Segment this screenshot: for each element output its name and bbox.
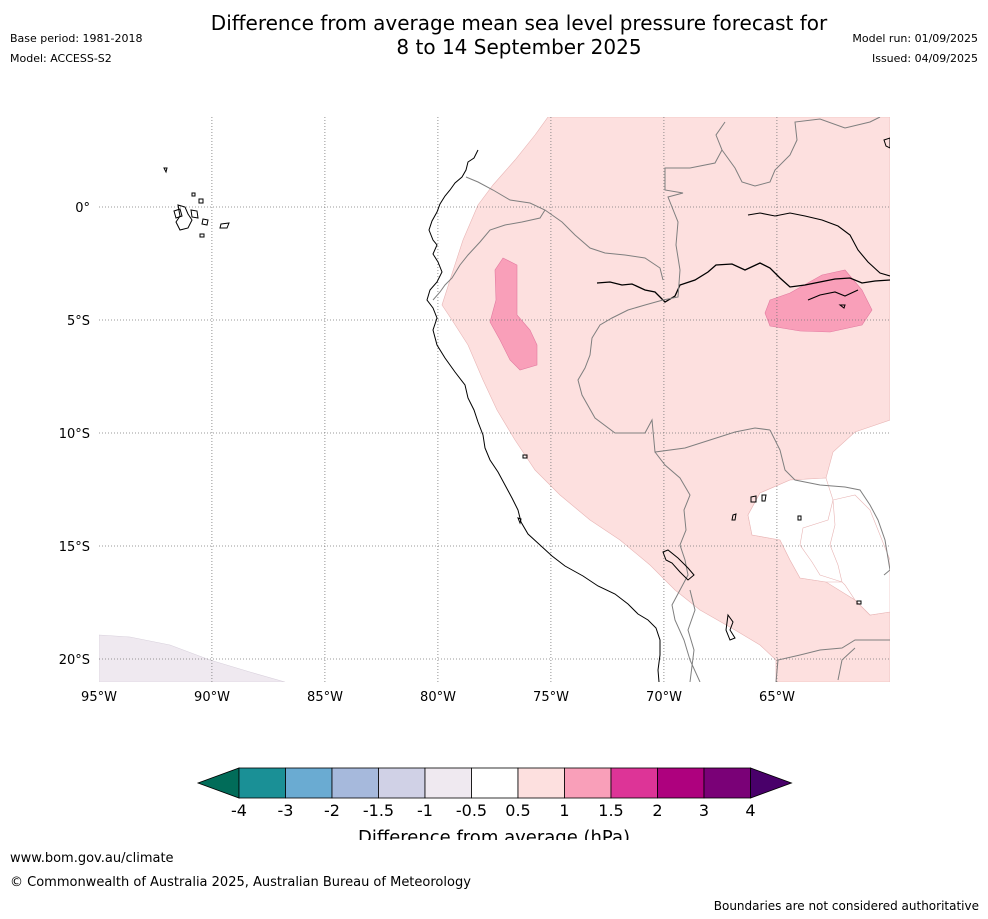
lon-label-70w: 70°W [646, 690, 682, 705]
galapagos-islands [163, 167, 230, 238]
colorbar-swatch [471, 767, 519, 799]
base-period: Base period: 1981-2018 [10, 32, 143, 45]
lat-label-20s: 20°S [59, 653, 90, 668]
lon-label-80w: 80°W [420, 690, 456, 705]
colorbar-swatch [703, 767, 751, 799]
header-left: Base period: 1981-2018 Model: ACCESS-S2 [10, 29, 142, 69]
lat-label-15s: 15°S [59, 540, 90, 555]
border-colombia-brazil [662, 121, 726, 301]
pressure-anomaly-region-pink-west [489, 257, 538, 371]
border-bolivia-paraguay [775, 639, 890, 682]
footer-copyright: © Commonwealth of Australia 2025, Austra… [10, 875, 471, 890]
longitude-labels: 95°W 90°W 85°W 80°W 75°W 70°W 65°W [81, 690, 795, 705]
colorbar-swatch [285, 767, 333, 799]
small-water-bodies [517, 137, 890, 641]
south-america-coastline [426, 149, 661, 682]
river-eastern [807, 289, 859, 301]
colorbar-swatch [657, 767, 705, 799]
lon-label-95w: 95°W [81, 690, 117, 705]
lon-label-90w: 90°W [194, 690, 230, 705]
colorbar-tick-label: 1.5 [598, 801, 623, 820]
border-bolivia-brazil [769, 429, 890, 576]
colorbar-tick-label: 2 [652, 801, 662, 820]
colorbar-tick-label: 0.5 [505, 801, 530, 820]
map-figure: 95°W 90°W 85°W 80°W 75°W 70°W 65°W 0° 5°… [59, 117, 890, 840]
lon-label-65w: 65°W [759, 690, 795, 705]
pressure-anomaly-region-light-purple [99, 634, 286, 682]
border-venezuela [721, 117, 881, 187]
colorbar-tick-label: -3 [278, 801, 294, 820]
title-line-2: 8 to 14 September 2025 [396, 35, 642, 59]
colorbar-tick-label: -1.5 [363, 801, 394, 820]
lon-label-75w: 75°W [533, 690, 569, 705]
pressure-anomaly-region-pink-east [764, 269, 873, 333]
colorbar-swatch [331, 767, 379, 799]
map-title: Difference from average mean sea level p… [0, 11, 988, 59]
colorbar-swatch [517, 767, 565, 799]
colorbar-tick-label: 1 [559, 801, 569, 820]
river-northern [747, 212, 890, 277]
map-gridlines [99, 117, 890, 682]
country-borders [432, 117, 890, 682]
colorbar-swatch [610, 767, 658, 799]
near-zero-region-altiplano [747, 477, 843, 583]
near-zero-region-east [829, 494, 890, 616]
lat-label-5s: 5°S [67, 314, 90, 329]
colorbar-swatch [238, 767, 286, 799]
colorbar-tick-label: 4 [745, 801, 755, 820]
border-chile-bolivia [687, 589, 696, 682]
latitude-labels: 0° 5°S 10°S 15°S 20°S [59, 201, 90, 668]
colorbar-swatches [196, 767, 793, 799]
colorbar-tick-label: -4 [231, 801, 247, 820]
footer-url: www.bom.gov.au/climate [10, 851, 174, 866]
amazon-river [596, 262, 890, 303]
colorbar-extend-low [196, 767, 240, 799]
colorbar-swatch [424, 767, 472, 799]
colorbar-swatch [564, 767, 612, 799]
model-name: Model: ACCESS-S2 [10, 52, 112, 65]
header-right: Model run: 01/09/2025 Issued: 04/09/2025 [852, 29, 978, 69]
lat-label-0: 0° [75, 201, 90, 216]
colorbar-tick-label: -2 [324, 801, 340, 820]
issued-date: Issued: 04/09/2025 [871, 52, 978, 65]
map-panel [99, 117, 890, 682]
border-peru-brazil [577, 299, 771, 453]
footer-disclaimer: Boundaries are not considered authoritat… [713, 899, 979, 913]
border-peru-bolivia [654, 451, 701, 682]
lake-titicaca [662, 549, 695, 581]
colorbar-title: Difference from average (hPa) [358, 827, 630, 840]
colorbar-tick-label: -0.5 [456, 801, 487, 820]
colorbar-extend-high [750, 767, 793, 799]
border-ecuador-peru [432, 209, 546, 301]
lon-label-85w: 85°W [307, 690, 343, 705]
border-misc [837, 647, 856, 681]
model-run: Model run: 01/09/2025 [852, 32, 978, 45]
colorbar-swatch [378, 767, 426, 799]
border-colombia-ecuador [465, 176, 664, 281]
colorbar-tick-label: 3 [699, 801, 709, 820]
title-line-1: Difference from average mean sea level p… [210, 11, 828, 35]
colorbar: -4 -3 -2 -1.5 -1 -0.5 0.5 1 1.5 2 3 4 Difference fr… [196, 767, 793, 840]
colorbar-tick-label: -1 [417, 801, 433, 820]
lat-label-10s: 10°S [59, 427, 90, 442]
colorbar-labels: -4 -3 -2 -1.5 -1 -0.5 0.5 1 1.5 2 3 4 [231, 801, 756, 820]
